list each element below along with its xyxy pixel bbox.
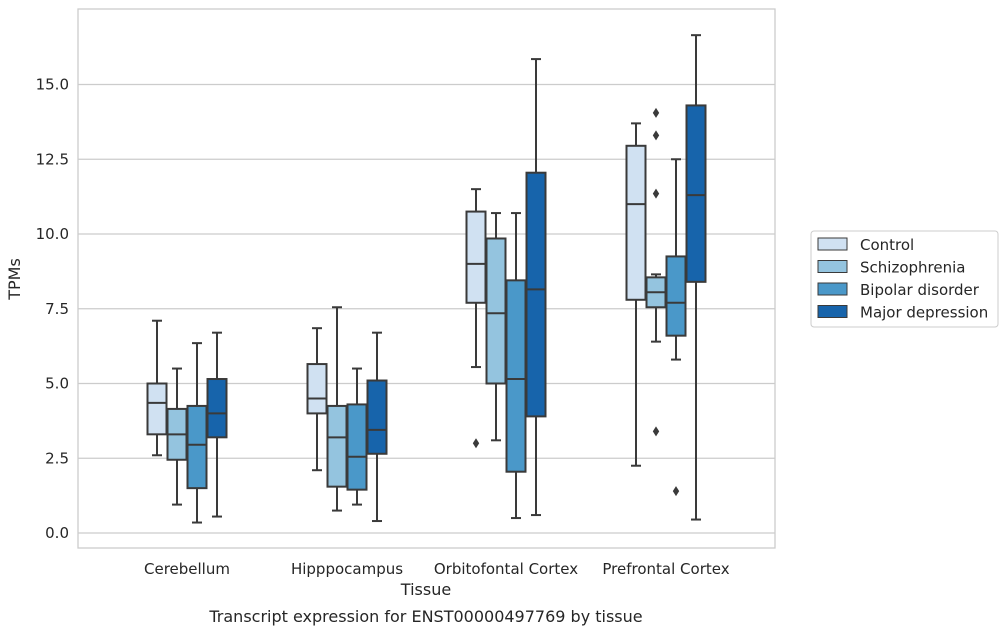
outlier-point: [652, 107, 660, 118]
box-iqr: [306, 363, 328, 415]
y-tick-label: 10.0: [36, 225, 69, 243]
box-2-3: [665, 158, 687, 497]
box-0-1: [306, 327, 328, 472]
legend-label: Control: [860, 236, 914, 254]
box-iqr: [685, 104, 707, 283]
plot-area-frame: [77, 8, 776, 549]
chart-title: Transcript expression for ENST0000049776…: [208, 607, 642, 626]
legend-label: Major depression: [860, 304, 988, 322]
box-1-2: [485, 212, 507, 442]
box-1-3: [645, 107, 667, 437]
y-tick-label: 15.0: [36, 76, 69, 94]
y-axis-title: TPMs: [5, 258, 24, 301]
box-iqr: [665, 255, 687, 337]
box-3-0: [206, 331, 228, 518]
box-iqr: [326, 404, 348, 488]
legend-swatch: [817, 237, 848, 251]
box-3-2: [525, 58, 547, 517]
box-iqr: [366, 379, 388, 455]
box-iqr: [206, 378, 228, 439]
legend: Control Schizophrenia Bipolar disorder Majo…: [810, 230, 999, 328]
box-3-1: [366, 331, 388, 523]
x-tick-label: Prefrontal Cortex: [602, 560, 729, 578]
legend-frame: [810, 230, 999, 328]
outlier-point: [652, 426, 660, 437]
box-0-3: [625, 122, 647, 467]
box-iqr: [465, 210, 487, 304]
box-1-1: [326, 306, 348, 512]
x-tick-labels: Cerebellum Hipppocampus Orbitofontal Corte…: [144, 560, 730, 578]
outlier-point: [472, 438, 480, 449]
y-tick-label: 2.5: [45, 449, 69, 467]
outlier-point: [672, 486, 680, 497]
box-iqr: [505, 279, 527, 473]
y-tick-label: 0.0: [45, 524, 69, 542]
x-tick-label: Cerebellum: [144, 560, 230, 578]
box-iqr: [625, 144, 647, 301]
outlier-point: [652, 130, 660, 141]
x-axis-title: Tissue: [400, 580, 451, 599]
y-tick-label: 12.5: [36, 150, 69, 168]
x-tick-label: Hipppocampus: [291, 560, 403, 578]
legend-label: Bipolar disorder: [860, 281, 980, 299]
box-iqr: [186, 404, 208, 490]
box-series: [146, 34, 707, 524]
box-iqr: [525, 171, 547, 418]
box-1-0: [166, 367, 188, 506]
outlier-point: [652, 188, 660, 199]
legend-swatch: [817, 260, 848, 273]
x-tick-label: Orbitofontal Cortex: [434, 560, 578, 578]
y-tick-labels: 0.0 2.5 5.0 7.5 10.0 12.5 15.0: [36, 76, 69, 543]
box-3-3: [685, 34, 707, 521]
box-2-0: [186, 342, 208, 524]
box-iqr: [485, 237, 507, 385]
legend-swatch: [817, 282, 848, 296]
box-0-0: [146, 319, 168, 457]
legend-label: Schizophrenia: [860, 259, 965, 277]
legend-swatch: [817, 305, 848, 318]
box-iqr: [346, 403, 368, 491]
y-tick-label: 5.0: [45, 375, 69, 393]
y-tick-label: 7.5: [45, 300, 69, 318]
box-iqr: [146, 382, 168, 436]
box-2-1: [346, 367, 368, 506]
